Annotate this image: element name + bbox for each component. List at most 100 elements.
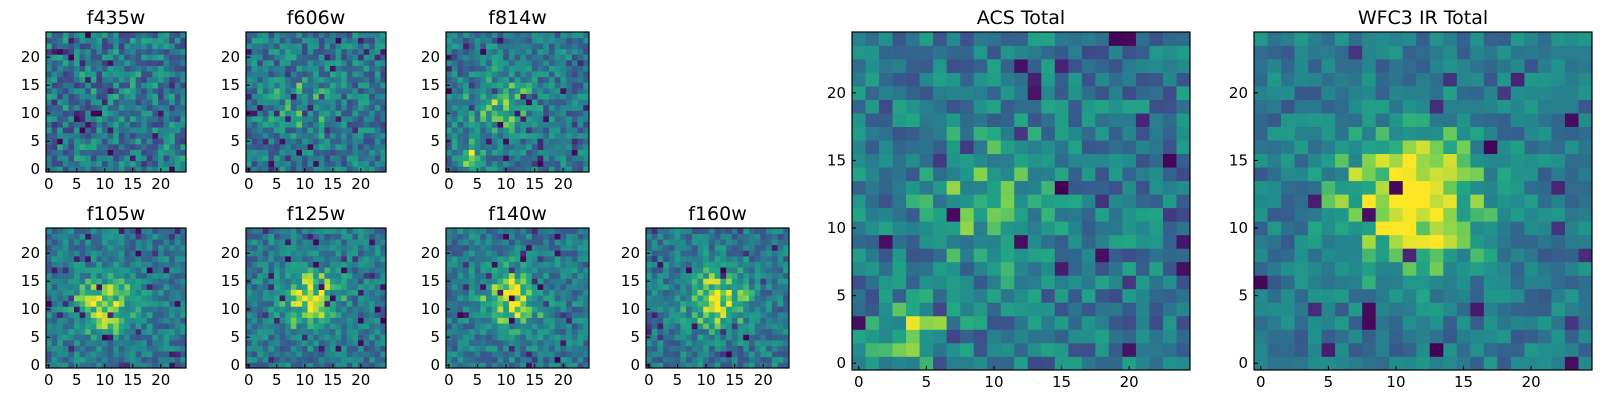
heatmap-cell bbox=[743, 362, 750, 369]
heatmap-cell bbox=[486, 362, 493, 369]
heatmap-cell bbox=[480, 54, 487, 61]
heatmap-cell bbox=[731, 295, 738, 302]
heatmap-cell bbox=[318, 138, 325, 145]
heatmap-cell bbox=[118, 261, 125, 268]
heatmap-cell bbox=[257, 284, 264, 290]
heatmap-cell bbox=[369, 82, 376, 89]
heatmap-cell bbox=[748, 356, 756, 363]
heatmap-cell bbox=[313, 76, 320, 83]
heatmap-cell bbox=[257, 54, 264, 61]
heatmap-cell bbox=[135, 295, 142, 302]
heatmap-cell bbox=[296, 300, 303, 307]
heatmap-cell bbox=[686, 312, 693, 318]
heatmap-cell bbox=[285, 250, 292, 257]
heatmap-cell bbox=[285, 356, 292, 363]
heatmap-cell bbox=[158, 267, 164, 274]
heatmap-cell bbox=[152, 351, 159, 358]
heatmap-cell bbox=[268, 110, 275, 117]
heatmap-cell bbox=[491, 261, 498, 268]
heatmap-cell bbox=[374, 284, 381, 290]
heatmap-cell bbox=[85, 261, 92, 268]
heatmap-cell bbox=[352, 60, 359, 66]
heatmap-cell bbox=[457, 345, 464, 352]
heatmap-cell bbox=[1135, 261, 1150, 276]
heatmap-cell bbox=[668, 239, 675, 246]
heatmap-cell bbox=[919, 180, 934, 195]
heatmap-cell bbox=[51, 328, 58, 335]
heatmap-cell bbox=[262, 60, 269, 66]
heatmap-cell bbox=[560, 121, 567, 128]
heatmap-cell bbox=[554, 127, 561, 134]
heatmap-cell bbox=[526, 323, 533, 330]
heatmap-cell bbox=[296, 289, 303, 296]
heatmap-cell bbox=[743, 323, 750, 330]
heatmap-cell bbox=[486, 334, 493, 341]
heatmap-cell bbox=[358, 272, 364, 279]
heatmap-cell bbox=[777, 312, 784, 318]
heatmap-cell bbox=[113, 334, 120, 341]
heatmap-cell bbox=[146, 160, 153, 167]
heatmap-cell bbox=[554, 295, 561, 302]
heatmap-cell bbox=[268, 127, 275, 134]
heatmap-cell bbox=[146, 345, 153, 352]
heatmap-cell bbox=[313, 48, 320, 55]
heatmap-cell bbox=[130, 104, 136, 111]
heatmap-cell bbox=[531, 110, 538, 117]
heatmap-cell bbox=[646, 317, 653, 324]
heatmap-cell bbox=[668, 256, 675, 262]
heatmap-cell bbox=[468, 155, 475, 162]
heatmap-cell bbox=[577, 160, 584, 167]
heatmap-cell bbox=[118, 93, 125, 100]
heatmap-cell bbox=[96, 99, 103, 106]
heatmap-cell bbox=[374, 132, 381, 139]
heatmap-cell bbox=[543, 116, 550, 122]
heatmap-cell bbox=[330, 278, 336, 285]
heatmap-cell bbox=[560, 300, 567, 307]
heatmap-cell bbox=[451, 228, 458, 234]
heatmap-cell bbox=[548, 317, 556, 324]
heatmap-cell bbox=[691, 328, 698, 335]
heatmap-cell bbox=[577, 356, 584, 363]
heatmap-cell bbox=[107, 116, 114, 122]
heatmap-cell bbox=[1176, 194, 1191, 209]
heatmap-cell bbox=[680, 267, 687, 274]
heatmap-cell bbox=[296, 93, 303, 100]
heatmap-cell bbox=[62, 155, 69, 162]
heatmap-cell bbox=[313, 323, 320, 330]
heatmap-cell bbox=[451, 71, 458, 78]
heatmap-cell bbox=[1149, 180, 1164, 195]
heatmap-cell bbox=[946, 329, 961, 344]
heatmap-cell bbox=[330, 138, 336, 145]
heatmap-cell bbox=[583, 32, 590, 38]
heatmap-cell bbox=[290, 351, 297, 358]
heatmap-cell bbox=[1068, 180, 1083, 195]
heatmap-cell bbox=[90, 104, 97, 111]
heatmap-cell bbox=[737, 261, 744, 268]
heatmap-cell bbox=[274, 48, 280, 55]
heatmap-cell bbox=[274, 144, 280, 150]
heatmap-cell bbox=[180, 48, 187, 55]
heatmap-cell bbox=[571, 351, 578, 358]
heatmap-cell bbox=[335, 54, 342, 61]
heatmap-cell bbox=[686, 233, 693, 240]
heatmap-cell bbox=[146, 356, 153, 363]
heatmap-cell bbox=[446, 256, 453, 262]
heatmap-cell bbox=[285, 261, 292, 268]
heatmap-cell bbox=[960, 113, 975, 127]
heatmap-cell bbox=[508, 340, 515, 346]
heatmap-cell bbox=[346, 104, 353, 111]
heatmap-cell bbox=[380, 284, 387, 290]
heatmap-cell bbox=[57, 48, 64, 55]
heatmap-cell bbox=[163, 256, 170, 262]
heatmap-cell bbox=[583, 244, 590, 251]
heatmap-cell bbox=[543, 110, 550, 117]
heatmap-cell bbox=[668, 295, 675, 302]
heatmap-cell bbox=[783, 362, 790, 369]
heatmap-cell bbox=[1000, 329, 1015, 344]
heatmap-cell bbox=[451, 233, 458, 240]
heatmap-cell bbox=[257, 278, 264, 285]
heatmap-cell bbox=[520, 250, 527, 257]
heatmap-cell bbox=[537, 32, 544, 38]
heatmap-cell bbox=[760, 289, 767, 296]
heatmap-cell bbox=[697, 345, 704, 352]
